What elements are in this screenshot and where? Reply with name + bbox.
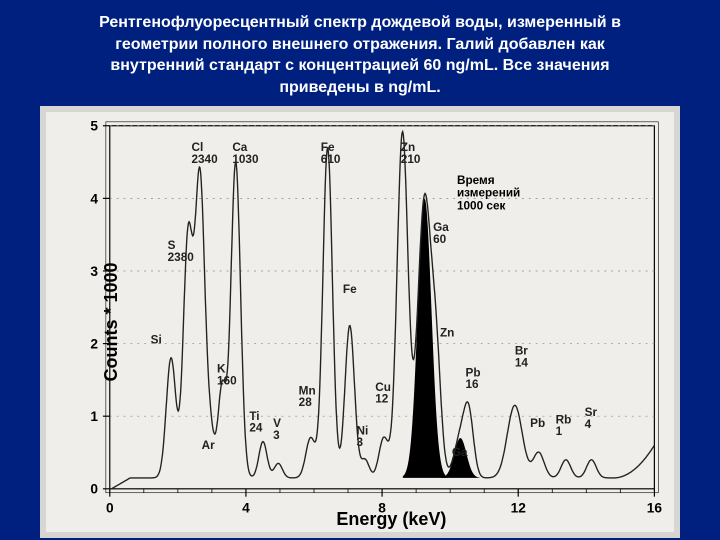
x-axis-label: Energy (keV) [336,509,446,530]
svg-text:Fe: Fe [343,283,357,296]
svg-text:12: 12 [375,393,389,406]
y-axis-label: Counts * 1000 [101,263,122,382]
title-line-3: внутренний стандарт с концентрацией 60 n… [110,57,609,74]
title-line-4: приведены в ng/mL. [279,79,440,96]
slide-title: Рентгенофлуоресцентный спектр дождевой в… [0,0,720,104]
svg-text:14: 14 [515,357,529,370]
svg-text:28: 28 [299,397,313,410]
svg-text:2: 2 [90,337,98,352]
svg-text:210: 210 [401,153,421,166]
svg-text:4: 4 [90,192,98,207]
svg-text:2380: 2380 [168,251,195,264]
svg-text:Ar: Ar [202,439,215,452]
svg-text:измерений: измерений [457,187,520,200]
svg-text:Si: Si [151,334,162,347]
svg-text:4: 4 [585,418,592,431]
svg-text:60: 60 [433,233,447,246]
svg-text:3: 3 [90,264,98,279]
svg-text:1: 1 [556,426,563,439]
svg-text:160: 160 [217,375,237,388]
xrf-spectrum-chart: Counts * 1000 Energy (keV) 0123450481216… [46,112,674,532]
svg-text:2340: 2340 [191,153,218,166]
svg-text:5: 5 [90,119,98,134]
svg-text:1030: 1030 [232,153,259,166]
svg-text:4: 4 [242,501,250,516]
svg-text:16: 16 [465,378,479,391]
svg-text:Ga: Ga [452,447,468,460]
svg-text:3: 3 [273,429,280,442]
svg-text:0: 0 [106,501,114,516]
spectrum-svg: 0123450481216SiS2380Cl2340ArK160Ca1030Ti… [46,112,674,532]
svg-text:Zn: Zn [440,327,454,340]
svg-text:Время: Время [457,174,495,187]
chart-container: Counts * 1000 Energy (keV) 0123450481216… [40,106,680,538]
title-line-2: геометрии полного внешнего отражения. Га… [115,36,605,53]
svg-text:24: 24 [249,422,263,435]
title-line-1: Рентгенофлуоресцентный спектр дождевой в… [99,14,621,31]
svg-text:Pb: Pb [530,417,545,430]
svg-text:16: 16 [647,501,663,516]
svg-text:12: 12 [511,501,527,516]
svg-text:3: 3 [357,437,364,450]
svg-text:0: 0 [90,482,98,497]
svg-text:1000 сек: 1000 сек [457,200,506,213]
svg-text:610: 610 [321,153,341,166]
svg-text:1: 1 [90,409,98,424]
